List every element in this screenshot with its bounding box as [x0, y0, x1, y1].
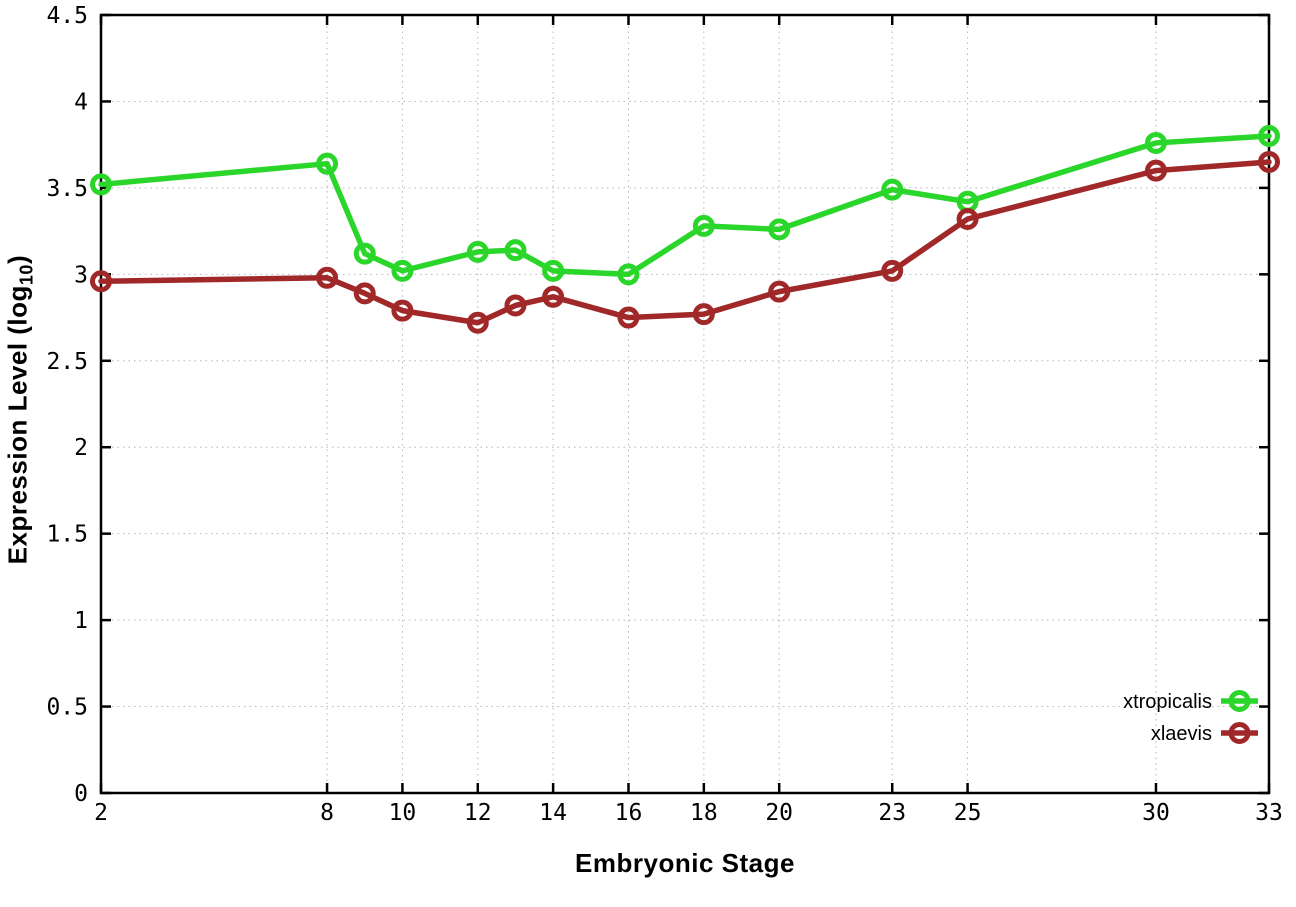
data-point-xlaevis-stage-16: [617, 306, 640, 329]
data-point-xtropicalis-stage-13: [504, 239, 527, 262]
gridlines: [101, 15, 1269, 793]
data-point-xlaevis-stage-12: [466, 311, 489, 334]
x-tick-label: 18: [690, 800, 718, 826]
y-axis-title-suffix: ): [2, 254, 33, 265]
x-tick-label: 2: [94, 800, 108, 826]
data-point-xtropicalis-stage-16: [617, 263, 640, 286]
y-tick-label: 0: [74, 781, 88, 807]
data-point-xtropicalis-stage-18: [692, 214, 715, 237]
data-point-xlaevis-stage-2: [90, 270, 112, 293]
data-point-xlaevis-stage-30: [1144, 159, 1167, 182]
x-tick-label: 8: [320, 800, 334, 826]
y-tick-label: 2.5: [46, 349, 88, 375]
y-axis-title-prefix: Expression Level (log: [2, 285, 33, 565]
y-tick-label: 3: [74, 262, 88, 288]
legend-entry-xtropicalis: xtropicalis: [1123, 690, 1258, 713]
series-line-xlaevis: [98, 159, 1272, 326]
x-tick-label: 16: [615, 800, 643, 826]
data-point-xlaevis-stage-25: [956, 208, 979, 231]
legend-label-xlaevis: xlaevis: [1151, 723, 1212, 745]
data-point-xtropicalis-stage-23: [881, 178, 904, 201]
series-xlaevis: [90, 150, 1280, 334]
x-axis-title: Embryonic Stage: [575, 848, 795, 878]
y-tick-label: 2: [74, 435, 88, 461]
data-point-xtropicalis-stage-9: [353, 242, 376, 265]
x-tick-label: 25: [954, 800, 982, 826]
data-point-xtropicalis-stage-10: [391, 259, 414, 282]
plot-border: [99, 13, 1271, 795]
x-tick-label: 23: [878, 800, 906, 826]
series-line-xtropicalis: [98, 133, 1272, 278]
x-tick-label: 30: [1142, 800, 1170, 826]
data-point-xtropicalis-stage-14: [542, 259, 565, 282]
data-point-xtropicalis-stage-20: [768, 218, 791, 241]
data-point-xtropicalis-stage-2: [90, 173, 112, 196]
legend-label-xtropicalis: xtropicalis: [1123, 691, 1212, 713]
legend-entry-xlaevis: xlaevis: [1151, 722, 1258, 745]
data-point-xlaevis-stage-9: [353, 282, 376, 305]
y-tick-label: 4: [74, 89, 88, 115]
x-tick-label: 14: [539, 800, 567, 826]
data-point-xlaevis-stage-23: [881, 259, 904, 282]
y-tick-label: 1.5: [46, 522, 88, 548]
data-point-xtropicalis-stage-8: [316, 152, 339, 175]
data-point-xlaevis-stage-8: [316, 266, 339, 289]
data-point-xlaevis-stage-10: [391, 299, 414, 322]
y-tick-label: 1: [74, 608, 88, 634]
y-tick-label: 3.5: [46, 176, 88, 202]
y-axis-title: Expression Level (log10): [2, 30, 37, 790]
series-xtropicalis: [90, 125, 1280, 286]
legend: xtropicalis xlaevis: [1123, 690, 1258, 745]
data-point-xlaevis-stage-13: [504, 294, 527, 317]
data-point-xtropicalis-stage-30: [1144, 131, 1167, 154]
data-point-xtropicalis-stage-33: [1258, 125, 1280, 148]
data-point-xlaevis-stage-18: [692, 303, 715, 326]
y-tick-label: 4.5: [46, 3, 88, 29]
y-tick-label: 0.5: [46, 695, 88, 721]
x-tick-label: 33: [1255, 800, 1283, 826]
tick-marks: [99, 13, 1271, 795]
data-point-xtropicalis-stage-12: [466, 240, 489, 263]
tick-labels: 2 8 10 12 14 16 18 20 23 25 30 33 0 0.5 1 1.5 2 2.5 3 3.5 4 4…: [46, 3, 1282, 826]
data-point-xlaevis-stage-20: [768, 280, 791, 303]
x-tick-label: 20: [765, 800, 793, 826]
legend-marker-sample: [1228, 690, 1251, 712]
data-point-xlaevis-stage-33: [1258, 150, 1280, 173]
data-point-xlaevis-stage-14: [542, 285, 565, 308]
x-tick-label: 10: [389, 800, 417, 826]
y-axis-title-subscript: 10: [16, 264, 37, 286]
legend-marker-sample: [1228, 722, 1251, 744]
x-tick-label: 12: [464, 800, 492, 826]
